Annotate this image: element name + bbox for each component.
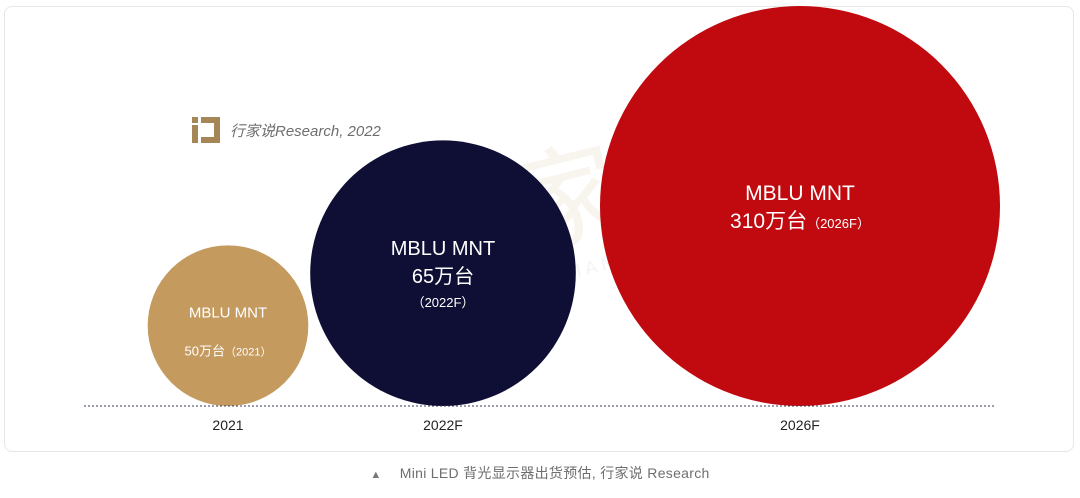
x-tick-label: 2026F — [780, 417, 820, 433]
x-tick-label: 2022F — [423, 417, 463, 433]
bubble-label-value-year: 310万台（2026F） — [730, 210, 870, 233]
bubble-chart: MBLU MNT 50万台（2021） 2021 MBLU MNT 65万台 （2022F… — [84, 6, 1000, 433]
triangle-icon: ▲ — [370, 469, 382, 481]
bubble-2026F — [600, 6, 1000, 406]
bubble-2021 — [147, 245, 309, 406]
bubble-2022F — [310, 140, 576, 406]
bubble-label-year: （2022F） — [412, 295, 475, 310]
brand-logo-icon — [192, 117, 220, 143]
source-label-text: 行家说Research, 2022 — [230, 122, 381, 140]
bubble-label-value: 65万台 — [412, 265, 474, 288]
bubble-label-series: MBLU MNT — [391, 238, 495, 260]
figure-caption: ▲ Mini LED 背光显示器出货预估, 行家说 Research — [0, 463, 1080, 483]
bubble-label-series: MBLU MNT — [189, 305, 267, 322]
bubble-label-value-year: 50万台（2021） — [185, 344, 272, 359]
caption-text: Mini LED 背光显示器出货预估, 行家说 Research — [399, 465, 710, 481]
bubble-label-series: MBLU MNT — [745, 182, 855, 205]
source-label: 行家说Research, 2022 — [190, 115, 381, 145]
x-tick-label: 2021 — [212, 417, 243, 433]
